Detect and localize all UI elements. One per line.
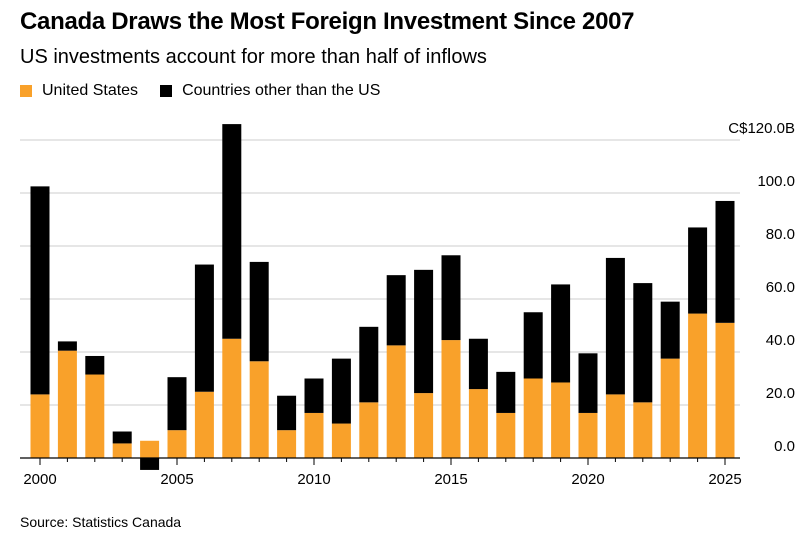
bar-us xyxy=(386,345,406,458)
bar-us xyxy=(551,382,571,458)
y-tick-label: 100.0 xyxy=(757,173,795,190)
y-tick-label: 80.0 xyxy=(766,226,795,243)
legend-swatch-other xyxy=(160,85,173,97)
bar-other xyxy=(194,264,214,392)
bar-us xyxy=(468,389,488,458)
bar-us xyxy=(523,378,543,458)
source-note: Source: Statistics Canada xyxy=(20,514,182,530)
y-tick-label: 0.0 xyxy=(774,438,795,455)
x-tick-label: 2010 xyxy=(297,471,330,488)
bar-other xyxy=(660,301,680,359)
legend-item-us: United States xyxy=(20,82,138,100)
legend-label-other: Countries other than the US xyxy=(182,82,381,99)
x-tick-label: 2000 xyxy=(23,471,56,488)
bar-other xyxy=(112,431,132,444)
bar-us xyxy=(331,423,351,458)
bar-us xyxy=(605,394,625,458)
bar-us xyxy=(304,412,324,458)
bar-other xyxy=(715,200,735,323)
bar-us xyxy=(441,340,461,458)
bar-other xyxy=(304,378,324,413)
bar-us xyxy=(359,402,379,458)
bar-us xyxy=(715,322,735,458)
bar-other xyxy=(57,341,77,351)
bar-us xyxy=(140,440,160,458)
bar-us xyxy=(496,412,516,458)
bar-us xyxy=(112,443,132,458)
y-tick-label: C$120.0B xyxy=(728,120,795,137)
bar-other xyxy=(331,358,351,424)
bar-other xyxy=(441,255,461,341)
bar-us xyxy=(222,338,242,458)
legend-item-other: Countries other than the US xyxy=(160,82,380,100)
x-tick-label: 2025 xyxy=(708,471,741,488)
bar-other xyxy=(605,257,625,395)
x-tick-label: 2005 xyxy=(160,471,193,488)
bar-us xyxy=(57,350,77,458)
bar-us xyxy=(633,402,653,458)
bar-other xyxy=(249,261,269,362)
legend-label-us: United States xyxy=(42,82,139,99)
bar-other xyxy=(140,458,160,470)
bar-us xyxy=(414,393,434,458)
bar-other xyxy=(578,353,598,413)
y-tick-label: 20.0 xyxy=(766,385,795,402)
bar-other xyxy=(85,355,105,375)
bar-other xyxy=(496,371,516,413)
bar-other xyxy=(468,338,488,390)
bar-us xyxy=(30,394,50,458)
y-tick-label: 40.0 xyxy=(766,332,795,349)
bar-other xyxy=(551,284,571,383)
bar-us xyxy=(167,430,187,458)
chart-title: Canada Draws the Most Foreign Investment… xyxy=(20,8,635,35)
bar-other xyxy=(359,326,379,403)
x-tick-label: 2015 xyxy=(434,471,467,488)
bar-us xyxy=(85,374,105,458)
bar-other xyxy=(277,395,297,431)
chart-subtitle: US investments account for more than hal… xyxy=(20,46,487,68)
y-tick-label: 60.0 xyxy=(766,279,795,296)
bar-us xyxy=(660,358,680,458)
bar-other xyxy=(222,124,242,339)
bar-other xyxy=(688,227,708,314)
bar-us xyxy=(194,391,214,458)
bar-other xyxy=(523,312,543,379)
bar-other xyxy=(30,186,50,395)
bar-us xyxy=(277,430,297,458)
bar-other xyxy=(386,275,406,346)
bar-us xyxy=(578,412,598,458)
bar-other xyxy=(414,269,434,394)
bar-us xyxy=(249,361,269,458)
bar-us xyxy=(688,313,708,458)
legend-swatch-us xyxy=(20,85,32,97)
x-tick-label: 2020 xyxy=(571,471,604,488)
legend: United States Countries other than the U… xyxy=(20,82,402,100)
bar-other xyxy=(167,377,187,431)
bar-other xyxy=(633,283,653,403)
